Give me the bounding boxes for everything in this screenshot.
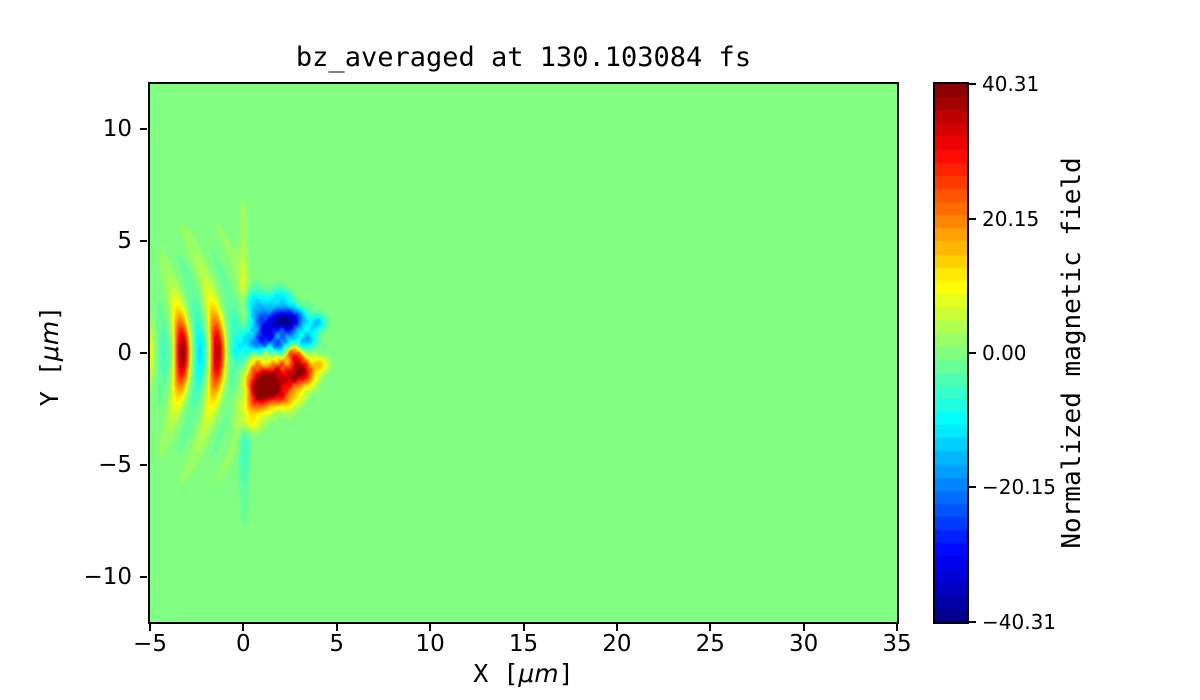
x-axis-label-text: X [ bbox=[473, 659, 519, 688]
y-tick-label: 10 bbox=[102, 115, 132, 142]
colorbar-tick-label: −40.31 bbox=[982, 610, 1057, 634]
y-tick-label: −5 bbox=[98, 452, 132, 479]
x-tick-label: 15 bbox=[508, 631, 539, 657]
x-tick-mark bbox=[802, 624, 805, 631]
y-tick-mark bbox=[140, 352, 147, 354]
y-tick-label: −10 bbox=[83, 564, 132, 591]
colorbar-tick-mark bbox=[969, 217, 976, 220]
y-tick-mark bbox=[140, 464, 147, 467]
x-tick-label: 10 bbox=[415, 631, 445, 657]
x-tick-label: 30 bbox=[788, 631, 819, 657]
y-tick-mark bbox=[140, 127, 147, 130]
x-tick-label: 5 bbox=[329, 631, 345, 657]
y-tick-label: 5 bbox=[117, 227, 132, 254]
x-axis-label: X [μm] bbox=[150, 659, 897, 689]
x-tick-label: 20 bbox=[602, 631, 632, 657]
colorbar-tick-mark bbox=[969, 486, 976, 489]
colorbar-tick-mark bbox=[969, 352, 976, 354]
x-tick-label: 0 bbox=[236, 631, 251, 657]
colorbar-tick-label: 40.31 bbox=[982, 72, 1040, 96]
x-tick-label: 25 bbox=[695, 631, 725, 657]
x-tick-mark bbox=[522, 624, 525, 631]
x-tick-mark bbox=[429, 624, 432, 631]
y-tick-mark bbox=[140, 576, 147, 579]
heatmap-canvas bbox=[150, 84, 897, 622]
x-axis-unit: μm bbox=[518, 659, 559, 688]
y-tick-label: 0 bbox=[117, 340, 132, 366]
x-tick-mark bbox=[242, 624, 245, 631]
x-axis-label-close: ] bbox=[558, 659, 574, 688]
colorbar-canvas bbox=[935, 84, 967, 622]
colorbar-tick-label: −20.15 bbox=[982, 475, 1057, 500]
x-tick-mark bbox=[149, 624, 151, 631]
chart-title: bz_averaged at 130.103084 fs bbox=[295, 42, 752, 73]
x-tick-mark bbox=[335, 624, 338, 631]
y-axis-label-text: Y [ bbox=[35, 361, 64, 407]
colorbar-tick-mark bbox=[969, 83, 976, 85]
x-tick-mark bbox=[615, 624, 618, 631]
y-axis-label-close: ] bbox=[35, 305, 64, 321]
colorbar-tick-label: 20.15 bbox=[982, 206, 1040, 231]
colorbar-tick-label: 0.00 bbox=[982, 341, 1027, 365]
x-tick-label: −5 bbox=[133, 631, 167, 657]
x-tick-mark bbox=[709, 624, 712, 631]
x-tick-label: 35 bbox=[882, 631, 912, 657]
x-tick-mark bbox=[896, 624, 898, 631]
y-tick-mark bbox=[140, 239, 147, 242]
colorbar-tick-mark bbox=[969, 621, 976, 623]
